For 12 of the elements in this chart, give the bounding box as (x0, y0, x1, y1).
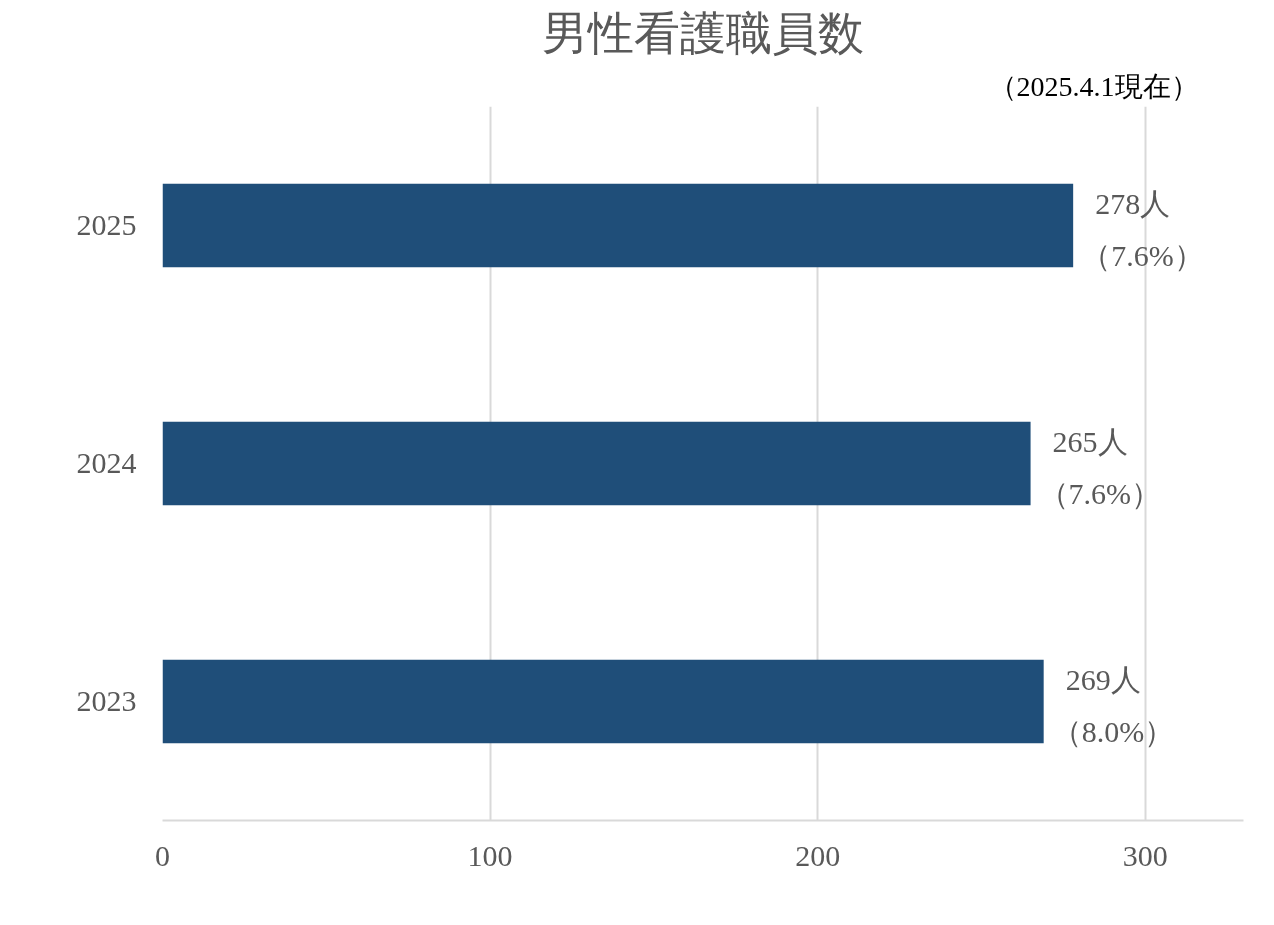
x-tick-label: 300 (1122, 838, 1168, 872)
y-tick-label: 2025 (76, 208, 137, 241)
y-tick-label: 2024 (76, 446, 137, 479)
x-tick-label: 0 (155, 838, 170, 872)
data-label: 269人（8.0%） (1051, 663, 1175, 748)
data-label: 265人（7.6%） (1038, 425, 1162, 510)
data-label: 278人（7.6%） (1081, 187, 1204, 272)
x-tick-label: 200 (795, 838, 841, 872)
y-tick-label: 2023 (76, 684, 137, 717)
chart-title: 男性看護職員数 (542, 7, 864, 59)
chart-subtitle: （2025.4.1現在） (988, 70, 1199, 102)
x-tick-label: 100 (467, 838, 513, 872)
